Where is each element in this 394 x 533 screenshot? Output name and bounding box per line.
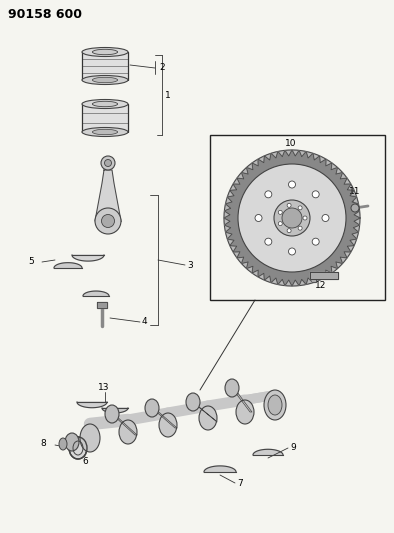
Ellipse shape xyxy=(82,47,128,56)
Text: 13: 13 xyxy=(98,384,110,392)
Ellipse shape xyxy=(80,424,100,452)
Ellipse shape xyxy=(186,393,200,411)
Circle shape xyxy=(303,216,307,220)
Polygon shape xyxy=(102,408,128,413)
Polygon shape xyxy=(193,402,217,422)
Circle shape xyxy=(274,200,310,236)
Polygon shape xyxy=(232,388,252,412)
Polygon shape xyxy=(112,414,137,435)
Circle shape xyxy=(102,214,115,228)
Circle shape xyxy=(298,206,302,210)
Circle shape xyxy=(265,238,272,245)
Text: 9: 9 xyxy=(290,442,296,451)
Circle shape xyxy=(101,156,115,170)
Ellipse shape xyxy=(236,400,254,424)
Circle shape xyxy=(95,208,121,234)
Ellipse shape xyxy=(92,101,118,107)
Text: 3: 3 xyxy=(187,261,193,270)
Ellipse shape xyxy=(105,405,119,423)
Circle shape xyxy=(278,211,282,214)
Polygon shape xyxy=(97,302,107,308)
Ellipse shape xyxy=(92,77,118,83)
Text: 10: 10 xyxy=(285,139,297,148)
Circle shape xyxy=(322,214,329,222)
Polygon shape xyxy=(82,104,128,132)
Circle shape xyxy=(278,222,282,225)
Circle shape xyxy=(287,203,291,207)
Text: 6: 6 xyxy=(82,456,88,465)
Ellipse shape xyxy=(159,413,177,437)
Circle shape xyxy=(351,204,359,212)
Circle shape xyxy=(298,226,302,230)
Polygon shape xyxy=(77,402,107,408)
Circle shape xyxy=(238,164,346,272)
Polygon shape xyxy=(204,466,236,472)
Polygon shape xyxy=(224,150,360,286)
Polygon shape xyxy=(72,255,104,261)
Polygon shape xyxy=(83,291,109,296)
Bar xyxy=(210,135,385,300)
Circle shape xyxy=(312,191,319,198)
Polygon shape xyxy=(224,150,360,286)
Circle shape xyxy=(265,191,272,198)
Circle shape xyxy=(288,181,296,188)
Polygon shape xyxy=(54,263,82,268)
Text: 2: 2 xyxy=(159,62,165,71)
Ellipse shape xyxy=(69,437,87,459)
Text: 12: 12 xyxy=(315,280,326,289)
Ellipse shape xyxy=(82,76,128,85)
Ellipse shape xyxy=(264,390,286,420)
Ellipse shape xyxy=(145,399,159,417)
Ellipse shape xyxy=(65,433,79,451)
Text: 7: 7 xyxy=(237,480,243,489)
Text: 11: 11 xyxy=(349,188,361,197)
Circle shape xyxy=(255,214,262,222)
Ellipse shape xyxy=(59,438,67,450)
Polygon shape xyxy=(310,272,338,279)
Polygon shape xyxy=(82,52,128,80)
Ellipse shape xyxy=(82,100,128,109)
Text: 90158 600: 90158 600 xyxy=(8,7,82,20)
Polygon shape xyxy=(253,449,283,455)
Text: 1: 1 xyxy=(165,91,171,100)
Circle shape xyxy=(312,238,319,245)
Ellipse shape xyxy=(199,406,217,430)
Polygon shape xyxy=(95,170,121,221)
Ellipse shape xyxy=(268,395,282,415)
Ellipse shape xyxy=(119,420,137,444)
Ellipse shape xyxy=(92,130,118,135)
Circle shape xyxy=(287,229,291,233)
Ellipse shape xyxy=(225,379,239,397)
Text: 8: 8 xyxy=(40,440,46,448)
Ellipse shape xyxy=(92,49,118,55)
Polygon shape xyxy=(152,408,177,428)
Circle shape xyxy=(282,208,302,228)
Text: 4: 4 xyxy=(142,317,148,326)
Polygon shape xyxy=(312,279,316,282)
Text: 5: 5 xyxy=(28,256,34,265)
Circle shape xyxy=(104,159,112,166)
Circle shape xyxy=(288,248,296,255)
Ellipse shape xyxy=(82,127,128,136)
